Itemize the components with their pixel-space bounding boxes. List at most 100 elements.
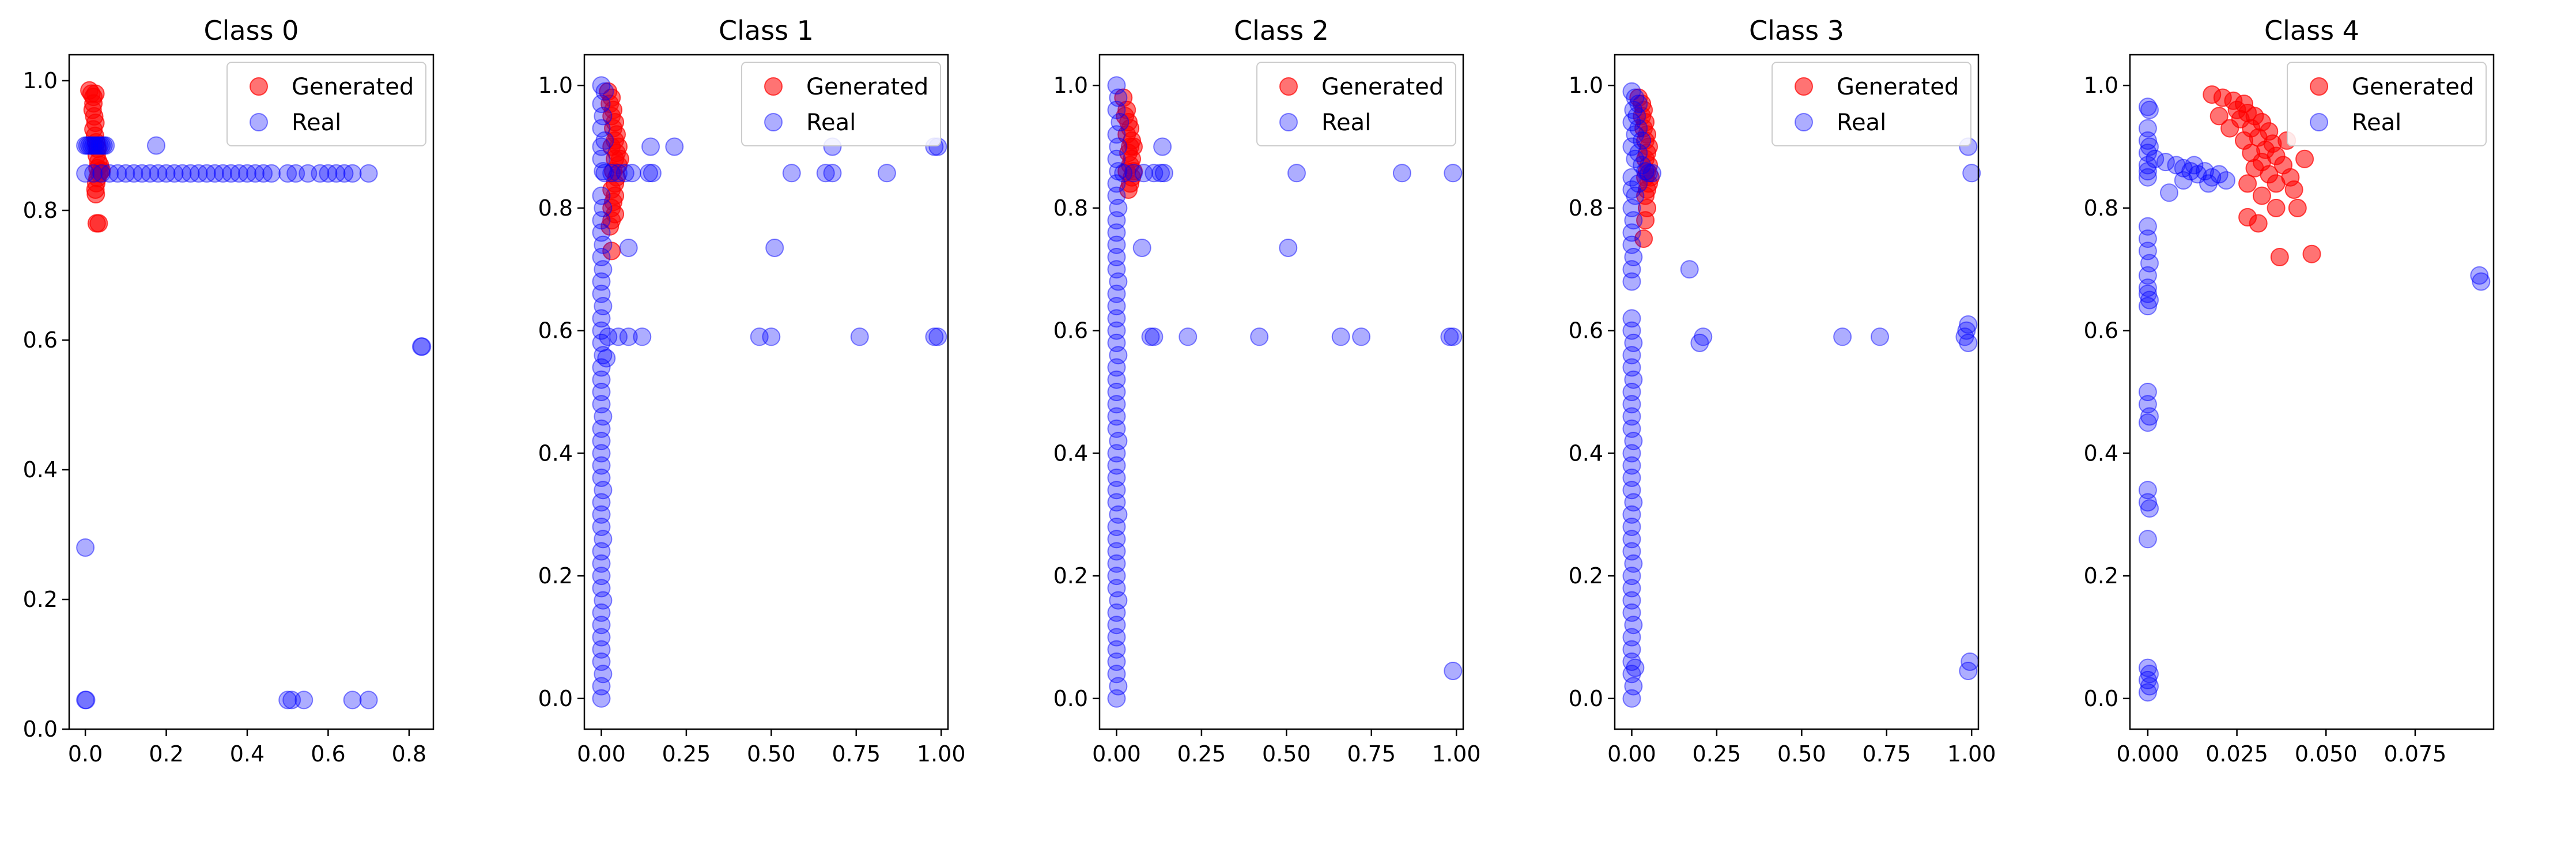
generated-point (2249, 214, 2268, 233)
real-point (1107, 628, 1126, 647)
real-point (2470, 266, 2489, 285)
real-point (1279, 239, 1298, 257)
generated-point (2220, 119, 2239, 138)
real-point (1622, 628, 1641, 647)
real-point (2140, 137, 2159, 156)
real-point (592, 603, 611, 622)
real-point (1624, 493, 1643, 512)
real-point (2174, 171, 2193, 190)
real-point (2138, 395, 2157, 414)
real-point (1145, 164, 1164, 183)
real-point (925, 327, 944, 346)
real-point (1622, 383, 1641, 401)
real-point (1622, 640, 1641, 659)
real-point (2472, 272, 2491, 291)
y-tick-label: 1.0 (1053, 73, 1088, 98)
real-point (84, 136, 103, 155)
real-point (254, 164, 273, 183)
real-point (2160, 183, 2178, 202)
real-point (1107, 456, 1126, 475)
real-point (1622, 444, 1641, 463)
real-point (2138, 530, 2157, 549)
real-point (2138, 266, 2157, 285)
real-point (592, 677, 611, 696)
generated-point (602, 242, 621, 261)
real-point (149, 164, 168, 183)
real-point (592, 689, 611, 708)
real-point (592, 333, 611, 352)
legend: Generated Real (2287, 62, 2487, 146)
real-point (594, 346, 613, 365)
real-point (592, 223, 611, 242)
real-point (2138, 162, 2157, 181)
real-point (594, 162, 613, 181)
real-point (1107, 689, 1126, 708)
x-tick-label: 0.2 (149, 741, 183, 767)
real-point (592, 358, 611, 377)
real-point (94, 136, 113, 155)
real-point (1107, 149, 1126, 168)
real-point (1624, 211, 1643, 230)
generated-point (92, 161, 111, 180)
axes-frame (1614, 54, 1980, 730)
real-point (1622, 395, 1641, 414)
real-point (1124, 164, 1143, 183)
real-point (1622, 505, 1641, 524)
real-point (592, 554, 611, 573)
real-point (76, 691, 95, 710)
real-point (92, 136, 111, 155)
real-point (1622, 346, 1641, 365)
real-point (1622, 113, 1641, 131)
real-point (76, 164, 95, 183)
legend-label: Real (806, 110, 856, 136)
real-point (1959, 333, 1978, 352)
real-point (76, 136, 95, 155)
real-point (1107, 309, 1126, 328)
real-point (609, 327, 628, 346)
real-point (1622, 235, 1641, 254)
real-point (622, 164, 641, 183)
real-point (1629, 144, 1648, 163)
real-point (594, 235, 613, 254)
real-point (335, 164, 354, 183)
subplot-class-0: Class 0 0.0 0.2 0.4 0.6 0.8 0.0 0.2 0.4 0.6 0.8 1.0… (23, 15, 435, 767)
real-point (765, 239, 784, 257)
real-point (1622, 419, 1641, 438)
axes-frame (68, 54, 435, 730)
x-tick-label: 0.00 (1092, 741, 1141, 767)
real-point (594, 297, 613, 316)
generated-point (89, 214, 108, 233)
real-point (2138, 297, 2157, 316)
y-tick-label: 0.0 (2084, 686, 2118, 711)
real-point (413, 337, 432, 356)
real-point (1624, 100, 1643, 119)
points-layer (1622, 82, 1981, 708)
real-point (594, 591, 613, 610)
real-point (594, 198, 613, 217)
real-point (246, 164, 265, 183)
real-point (592, 567, 611, 586)
y-tick-label: 0.8 (538, 195, 573, 221)
x-tick-label: 0.050 (2295, 741, 2358, 767)
real-point (1155, 164, 1173, 183)
generated-point (2252, 186, 2271, 205)
real-point (1107, 383, 1126, 401)
real-point (1145, 327, 1164, 346)
real-point (2195, 162, 2214, 181)
real-point (1622, 518, 1641, 536)
points-layer (76, 81, 432, 710)
real-point (1444, 327, 1463, 346)
axes-frame (1098, 54, 1464, 730)
real-point (602, 164, 621, 183)
x-tick-label: 0.25 (662, 741, 711, 767)
real-point (1622, 579, 1641, 598)
real-point (1107, 444, 1126, 463)
real-point (2217, 171, 2235, 190)
real-point (173, 164, 192, 183)
real-point (2174, 159, 2193, 178)
real-point (1109, 272, 1128, 291)
x-tick-label: 0.75 (1862, 741, 1911, 767)
subplot-title: Class 0 (204, 15, 299, 46)
y-tick-label: 0.2 (2084, 563, 2118, 589)
real-point (823, 164, 842, 183)
